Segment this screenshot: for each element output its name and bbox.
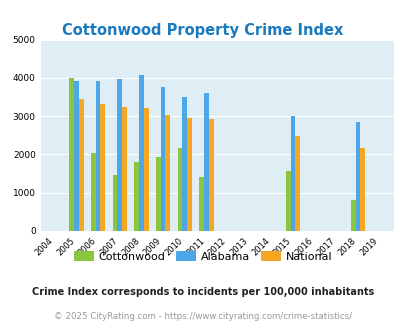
Bar [74,81,79,231]
Bar [199,178,203,231]
Bar [112,175,117,231]
Legend: Cottonwood, Alabama, National: Cottonwood, Alabama, National [69,247,336,266]
Text: © 2025 CityRating.com - https://www.cityrating.com/crime-statistics/: © 2025 CityRating.com - https://www.city… [54,312,351,321]
Bar [117,79,122,231]
Text: Cottonwood Property Crime Index: Cottonwood Property Crime Index [62,23,343,38]
Bar [156,157,160,231]
Bar [187,118,192,231]
Bar [177,148,182,231]
Bar [355,122,360,231]
Bar [182,97,187,231]
Bar [290,116,295,231]
Bar [165,115,170,231]
Text: Crime Index corresponds to incidents per 100,000 inhabitants: Crime Index corresponds to incidents per… [32,287,373,297]
Bar [100,104,105,231]
Bar [160,87,165,231]
Bar [285,171,290,231]
Bar [79,99,83,231]
Bar [122,107,126,231]
Bar [203,93,208,231]
Bar [208,119,213,231]
Bar [350,200,355,231]
Bar [360,148,364,231]
Bar [143,108,148,231]
Bar [134,162,139,231]
Bar [91,152,96,231]
Bar [139,75,143,231]
Bar [96,81,100,231]
Bar [295,136,299,231]
Bar [69,78,74,231]
